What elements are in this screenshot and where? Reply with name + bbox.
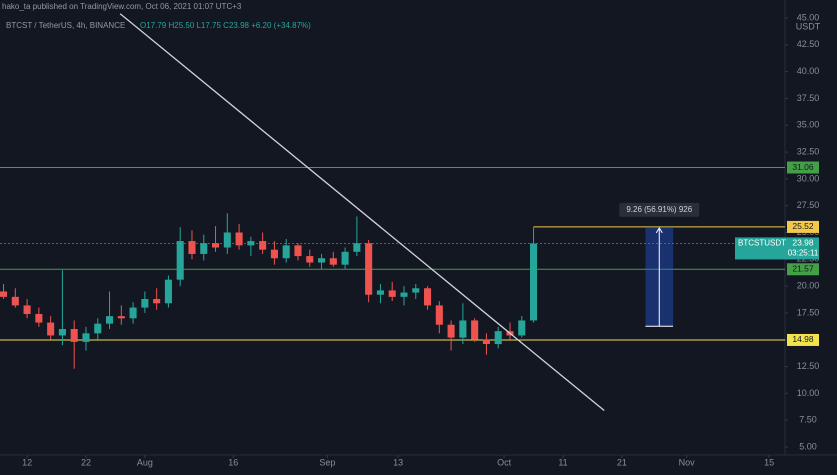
- x-tick-label: Nov: [679, 457, 696, 467]
- candle-body: [494, 331, 502, 345]
- x-tick-label: 12: [22, 457, 32, 467]
- y-tick-label: 5.00: [799, 441, 817, 451]
- candle-body: [329, 258, 337, 265]
- level-label: 21.57: [792, 264, 814, 274]
- x-tick-label: 16: [228, 457, 238, 467]
- candle-body: [129, 307, 137, 319]
- price-label-name: BTCSTUSDT: [738, 239, 786, 248]
- candle-body: [365, 243, 373, 295]
- y-tick-label: 27.50: [797, 200, 820, 210]
- x-tick-label: 21: [617, 457, 627, 467]
- level-label-bg: [787, 161, 819, 174]
- candle-body: [82, 333, 90, 342]
- candle-body: [23, 305, 31, 315]
- candle-body: [376, 290, 384, 295]
- trendline: [119, 13, 605, 412]
- candle-body: [188, 241, 196, 254]
- y-tick-label: 17.50: [797, 307, 820, 317]
- candle-body: [212, 243, 220, 248]
- y-tick-label: 45.00: [797, 12, 820, 22]
- y-tick-label: 12.50: [797, 361, 820, 371]
- x-tick-label: 11: [558, 457, 567, 467]
- candle-body: [518, 320, 526, 336]
- x-tick-label: Sep: [319, 457, 335, 467]
- candle-body: [282, 245, 290, 259]
- candle-body: [0, 291, 8, 297]
- x-tick-label: Aug: [137, 457, 153, 467]
- x-tick-label: 15: [764, 457, 774, 467]
- level-label: 14.98: [792, 334, 814, 344]
- candle-body: [223, 232, 231, 248]
- y-tick-label: 10.00: [797, 388, 820, 398]
- candle-body: [482, 339, 490, 345]
- candle-body: [388, 290, 396, 297]
- candle-body: [11, 296, 19, 306]
- candle-body: [353, 243, 361, 252]
- candle-body: [176, 241, 184, 280]
- candle-body: [70, 329, 78, 342]
- candle-body: [235, 232, 243, 246]
- measure-label: 9.26 (56.91%) 926: [626, 205, 692, 214]
- publisher: hako_ta published on TradingView.com, Oc…: [2, 2, 242, 11]
- candle-body: [471, 320, 479, 340]
- candle-body: [247, 241, 255, 246]
- level-label: 25.52: [792, 221, 814, 231]
- y-tick-label: 42.50: [797, 39, 820, 49]
- candle-body: [341, 251, 349, 265]
- candle-body: [459, 320, 467, 338]
- price-label-bg: [735, 237, 819, 260]
- level-label: 31.06: [792, 162, 814, 172]
- candle-body: [35, 314, 43, 323]
- candle-body: [58, 329, 66, 336]
- candle-body: [164, 279, 172, 304]
- candle-body: [259, 241, 267, 250]
- candle-body: [435, 305, 443, 325]
- price-countdown: 03:25:11: [788, 249, 819, 258]
- price-label-value: 23.98: [792, 238, 814, 248]
- candle-body: [270, 249, 278, 259]
- ohlc-summary: O17.79 H25.50 L17.75 C23.98 +6.20 (+34.8…: [140, 21, 311, 30]
- measure-arrowhead: [655, 226, 663, 234]
- candle-body: [447, 324, 455, 338]
- level-label-bg: [787, 333, 819, 346]
- y-tick-label: 20.00: [797, 281, 820, 291]
- candle-body: [153, 298, 161, 304]
- candle-body: [94, 323, 102, 334]
- measure-label-bg: [619, 202, 700, 217]
- level-label-bg: [787, 263, 819, 276]
- y-unit: USDT: [796, 21, 821, 31]
- candle-body: [117, 316, 125, 319]
- candle-body: [47, 322, 55, 336]
- y-tick-label: 32.50: [797, 146, 820, 156]
- x-tick-label: 22: [81, 457, 91, 467]
- level-label-bg: [787, 220, 819, 233]
- y-tick-label: 35.00: [797, 120, 820, 130]
- candle-body: [306, 256, 314, 263]
- candle-body: [200, 243, 208, 254]
- candle-body: [412, 288, 420, 293]
- symbol: BTCST / TetherUS, 4h, BINANCE: [6, 21, 125, 30]
- candle-body: [141, 298, 149, 308]
- y-tick-label: 7.50: [799, 415, 817, 425]
- y-tick-label: 40.00: [797, 66, 820, 76]
- y-tick-label: 37.50: [797, 93, 820, 103]
- x-tick-label: 13: [393, 457, 403, 467]
- candle-body: [530, 243, 538, 321]
- candle-body: [294, 245, 302, 257]
- x-tick-label: Oct: [497, 457, 512, 467]
- candle-body: [106, 316, 114, 324]
- candle-body: [400, 292, 408, 297]
- candle-body: [318, 258, 326, 263]
- candle-body: [424, 288, 432, 306]
- y-tick-label: 30.00: [797, 173, 820, 183]
